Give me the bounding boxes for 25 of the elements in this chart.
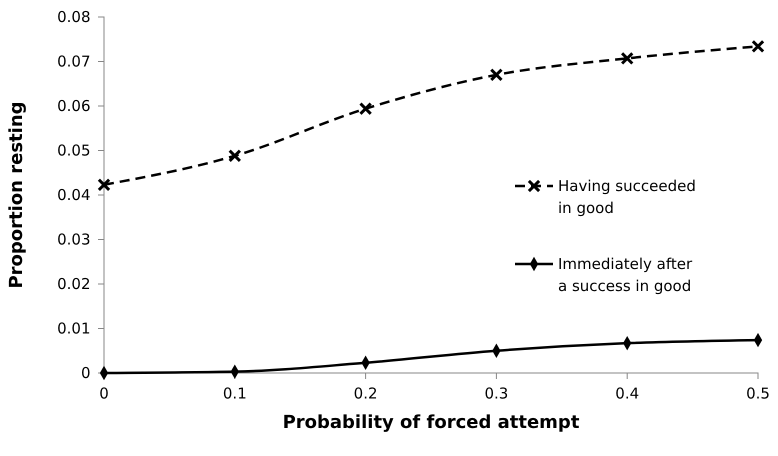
point xyxy=(490,68,504,82)
y-axis-title: Proportion resting xyxy=(6,101,27,289)
point xyxy=(228,149,242,162)
y-tick-label: 0.05 xyxy=(57,141,90,160)
point xyxy=(97,178,111,192)
x-axis-title: Probability of forced attempt xyxy=(282,412,580,433)
legend-label: Immediately after a success in good xyxy=(558,255,693,295)
y-tick-label: 0.04 xyxy=(57,186,90,204)
y-tick-label: 0.07 xyxy=(57,52,90,70)
point xyxy=(358,102,372,116)
y-tick-label: 0.06 xyxy=(57,96,90,115)
x-tick-label: 0.3 xyxy=(484,384,508,402)
legend-label: Having succeeded in good xyxy=(558,177,696,217)
x-tick-label: 0.2 xyxy=(354,384,378,402)
x-tick-label: 0.5 xyxy=(746,384,770,402)
x-tick-label: 0.4 xyxy=(615,384,640,402)
y-tick-label: 0.03 xyxy=(57,230,90,248)
point xyxy=(751,40,765,53)
point xyxy=(620,52,634,65)
y-tick-label: 0.02 xyxy=(57,274,90,293)
y-tick-label: 0.01 xyxy=(57,319,90,338)
y-tick-label: 0.08 xyxy=(57,8,90,26)
x-tick-label: 0 xyxy=(99,384,109,402)
y-tick-label: 0 xyxy=(80,364,90,382)
x-tick-label: 0.1 xyxy=(222,384,247,402)
